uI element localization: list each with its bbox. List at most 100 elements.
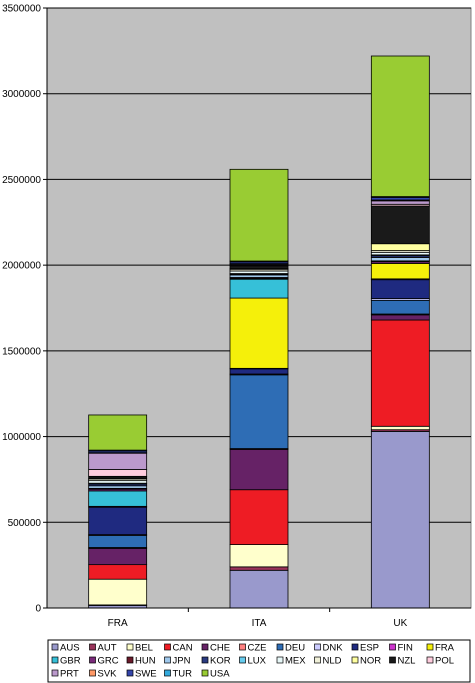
bar-segment-usa-uk [370, 55, 430, 197]
legend-swatch-fin [389, 643, 396, 651]
legend-swatch-nld [314, 656, 321, 664]
legend-swatch-lux [239, 656, 246, 664]
legend-label-bel: BEL [135, 643, 153, 654]
legend-label-can: CAN [173, 643, 193, 654]
bar-segment-bel-ita [229, 544, 289, 568]
legend-swatch-mex [276, 656, 284, 664]
legend-swatch-esp [351, 643, 359, 651]
legend-label-prt: PRT [60, 669, 79, 680]
bar-segment-usa-fra [88, 414, 148, 451]
bar-segment-can-uk [370, 319, 430, 427]
bar-segment-nor-uk [370, 243, 430, 251]
legend-label-aus: AUS [60, 643, 80, 654]
y-axis-ticks: 0 500000 1000000 1500000 2000000 2500000 30000… [2, 4, 47, 615]
legend-label-jpn: JPN [173, 656, 191, 667]
legend-label-nzl: NZL [398, 656, 416, 667]
legend-label-mex: MEX [285, 656, 306, 667]
legend-swatch-cze [239, 643, 246, 651]
legend-swatch-gbr [51, 656, 59, 664]
x-tick-label: ITA [252, 618, 267, 629]
bar-segment-bel-uk [370, 425, 430, 431]
legend-label-cze: CZE [248, 643, 267, 654]
x-tick-label: FRA [108, 618, 128, 629]
legend-label-deu: DEU [285, 643, 305, 654]
legend-label-fin: FIN [398, 643, 413, 654]
bar-segment-usa-ita [229, 168, 289, 262]
legend-swatch-swe [126, 669, 134, 677]
legend-swatch-aus [51, 643, 59, 651]
x-axis-ticks: FRA ITA UK [108, 608, 408, 629]
bar-segment-deu-uk [370, 299, 430, 315]
bar-segment-can-fra [88, 564, 148, 580]
legend-swatch-pol [426, 656, 434, 664]
legend-label-svk: SVK [98, 669, 118, 680]
legend-swatch-aut [89, 643, 96, 651]
bar-segment-fra-ita [229, 297, 289, 369]
bars [88, 55, 430, 609]
legend-label-nld: NLD [323, 656, 342, 667]
bar-segment-gbr-ita [229, 278, 289, 299]
legend-swatch-fra [426, 643, 434, 651]
bar-segment-esp-ita [229, 368, 289, 375]
legend-label-usa: USA [210, 669, 230, 680]
legend: AUS AUT BEL CAN CHE CZE DEU DNK ESP FIN FRA GBR GRC H… [51, 643, 455, 680]
legend-swatch-jpn [164, 656, 171, 664]
bar-segment-gbr-fra [88, 490, 148, 507]
bar-segment-prt-uk [370, 200, 430, 205]
legend-swatch-deu [276, 643, 284, 651]
legend-swatch-nzl [389, 656, 396, 664]
y-tick-label: 1500000 [2, 346, 41, 357]
legend-label-esp: ESP [360, 643, 379, 654]
legend-label-hun: HUN [135, 656, 156, 667]
legend-swatch-grc [89, 656, 96, 664]
bar-segment-jpn-uk [370, 257, 430, 262]
bar-segment-che-fra [88, 547, 148, 566]
bar-segment-can-ita [229, 489, 289, 545]
bar-segment-esp-fra [88, 506, 148, 536]
y-tick-label: 0 [35, 604, 41, 615]
bar-segment-prt-fra [88, 452, 148, 470]
legend-label-tur: TUR [173, 669, 193, 680]
legend-swatch-dnk [314, 643, 321, 651]
legend-swatch-bel [126, 643, 134, 651]
bar-segment-deu-ita [229, 374, 289, 449]
legend-label-che: CHE [210, 643, 230, 654]
legend-swatch-tur [164, 669, 171, 677]
legend-label-kor: KOR [210, 656, 231, 667]
legend-swatch-svk [89, 669, 96, 677]
bar-segment-deu-fra [88, 535, 148, 548]
legend-label-grc: GRC [98, 656, 119, 667]
bar-segment-bel-fra [88, 578, 148, 606]
bar-segment-pol-fra [88, 469, 148, 477]
legend-label-aut: AUT [98, 643, 117, 654]
bar-segment-esp-uk [370, 279, 430, 299]
legend-box [47, 639, 471, 683]
legend-swatch-prt [51, 669, 59, 677]
legend-label-gbr: GBR [60, 656, 81, 667]
legend-swatch-nor [351, 656, 359, 664]
legend-label-lux: LUX [248, 656, 267, 667]
legend-swatch-can [164, 643, 171, 651]
legend-swatch-che [201, 643, 209, 651]
legend-label-pol: POL [435, 656, 454, 667]
y-tick-label: 3000000 [2, 89, 41, 100]
bar-segment-fra-uk [370, 263, 430, 280]
bar-segment-aus-ita [229, 569, 289, 609]
y-tick-label: 2000000 [2, 261, 41, 272]
bar-segment-che-uk [370, 314, 430, 321]
bar-segment-nzl-uk [370, 205, 430, 245]
bar-segment-che-ita [229, 449, 289, 491]
bar-segment-aut-ita [229, 566, 289, 571]
y-tick-label: 2500000 [2, 175, 41, 186]
y-tick-label: 500000 [8, 518, 42, 529]
y-tick-label: 1000000 [2, 432, 41, 443]
bar-segment-aus-uk [370, 431, 430, 609]
x-tick-label: UK [393, 618, 407, 629]
legend-swatch-hun [126, 656, 134, 664]
legend-swatch-usa [201, 669, 209, 677]
legend-label-dnk: DNK [323, 643, 344, 654]
y-tick-label: 3500000 [2, 4, 41, 15]
legend-swatch-kor [201, 656, 209, 664]
legend-label-fra: FRA [435, 643, 455, 654]
